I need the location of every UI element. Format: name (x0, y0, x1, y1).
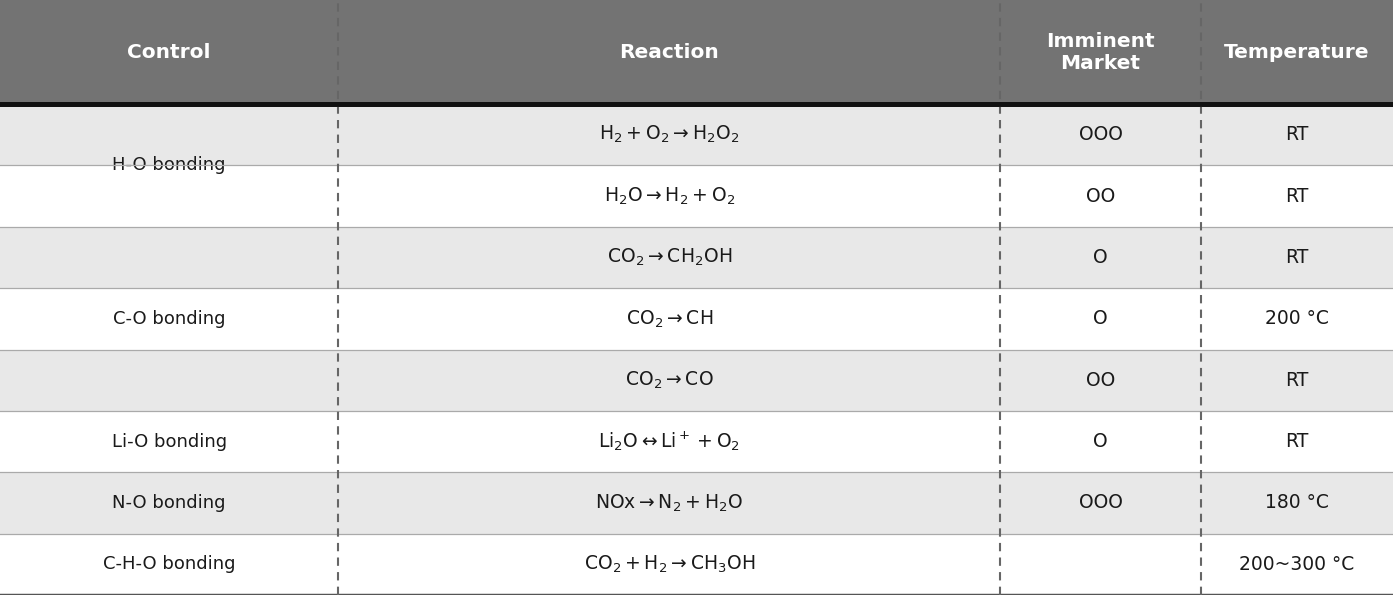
Text: $\mathrm{H_2O \rightarrow H_2+O_2}$: $\mathrm{H_2O \rightarrow H_2+O_2}$ (603, 186, 736, 207)
Text: OO: OO (1087, 187, 1114, 206)
Text: Li-O bonding: Li-O bonding (111, 433, 227, 450)
Text: Reaction: Reaction (620, 43, 719, 61)
Text: 180 °C: 180 °C (1265, 493, 1329, 512)
Bar (0, 411, 1393, 472)
Text: $\mathrm{CO_2 \rightarrow CH_2OH}$: $\mathrm{CO_2 \rightarrow CH_2OH}$ (607, 247, 731, 268)
Text: OOO: OOO (1078, 493, 1123, 512)
Text: Temperature: Temperature (1224, 43, 1369, 61)
Bar (0, 472, 1393, 534)
Text: OOO: OOO (1078, 126, 1123, 145)
Bar (0, 288, 1393, 349)
Text: C-O bonding: C-O bonding (113, 310, 226, 328)
Text: $\mathrm{CO_2 \rightarrow CH}$: $\mathrm{CO_2 \rightarrow CH}$ (625, 308, 713, 330)
Text: RT: RT (1286, 432, 1308, 451)
Bar (0, 349, 1393, 411)
Bar (0, 0, 1393, 104)
Text: $\mathrm{NOx \rightarrow N_2 + H_2O}$: $\mathrm{NOx \rightarrow N_2 + H_2O}$ (595, 492, 744, 513)
Bar (0, 534, 1393, 595)
Text: RT: RT (1286, 371, 1308, 390)
Text: Imminent
Market: Imminent Market (1046, 32, 1155, 73)
Text: $\mathrm{H_2 + O_2 \rightarrow H_2O_2}$: $\mathrm{H_2 + O_2 \rightarrow H_2O_2}$ (599, 124, 740, 145)
Text: C-H-O bonding: C-H-O bonding (103, 555, 235, 574)
Text: O: O (1094, 309, 1107, 328)
Bar (0, 165, 1393, 227)
Text: $\mathrm{CO_2 + H_2 \rightarrow CH_3OH}$: $\mathrm{CO_2 + H_2 \rightarrow CH_3OH}$ (584, 554, 755, 575)
Text: RT: RT (1286, 248, 1308, 267)
Text: $\mathrm{CO_2 \rightarrow CO}$: $\mathrm{CO_2 \rightarrow CO}$ (625, 369, 713, 391)
Text: 200~300 °C: 200~300 °C (1240, 555, 1354, 574)
Text: 200 °C: 200 °C (1265, 309, 1329, 328)
Text: $\mathrm{Li_2O \leftrightarrow Li^+ + O_2}$: $\mathrm{Li_2O \leftrightarrow Li^+ + O_… (598, 430, 741, 453)
Text: H-O bonding: H-O bonding (113, 156, 226, 174)
Text: Control: Control (128, 43, 210, 61)
Text: O: O (1094, 248, 1107, 267)
Text: OO: OO (1087, 371, 1114, 390)
Bar (0, 227, 1393, 288)
Text: RT: RT (1286, 126, 1308, 145)
Text: RT: RT (1286, 187, 1308, 206)
Text: O: O (1094, 432, 1107, 451)
Text: N-O bonding: N-O bonding (113, 494, 226, 512)
Bar (0, 104, 1393, 165)
